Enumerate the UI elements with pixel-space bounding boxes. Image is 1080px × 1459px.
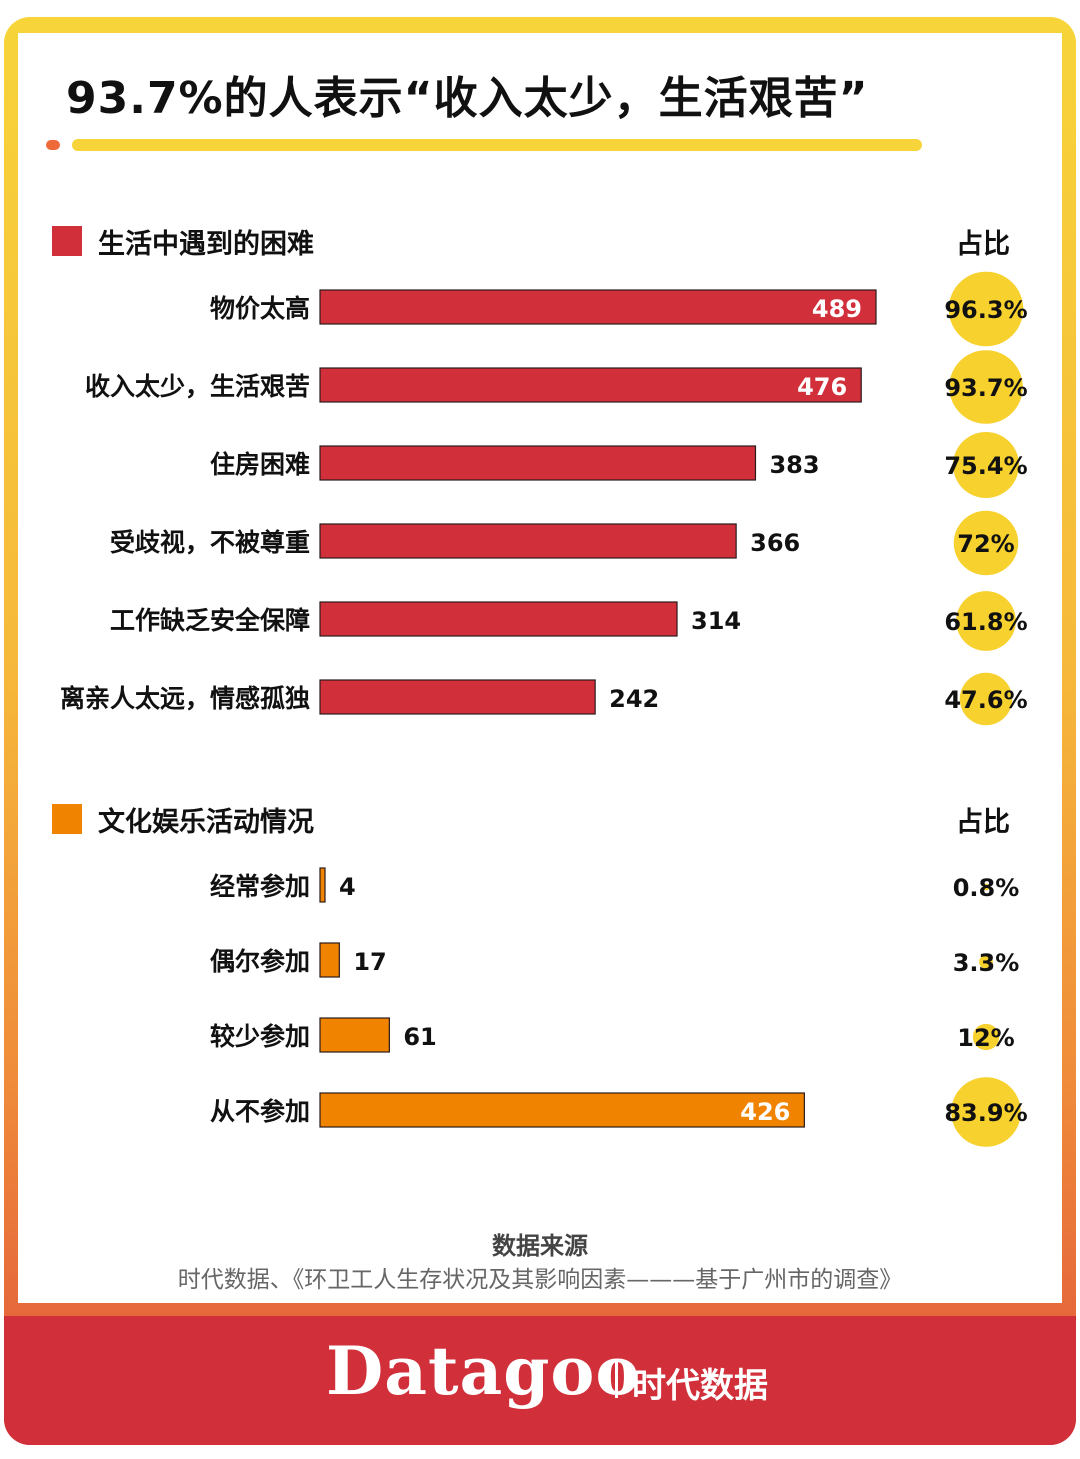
section-marker-entertainment [52,804,82,834]
value-label: 17 [353,948,386,976]
bar [319,867,326,903]
page-title: 93.7%的人表示“收入太少，生活艰苦” [66,73,869,124]
title-accent-dot [46,140,60,150]
title-underline [72,139,922,151]
bar [319,445,757,481]
ratio-label: 47.6% [944,686,1027,714]
ratio-label: 93.7% [944,374,1027,402]
value-label: 476 [797,373,847,401]
category-label: 物价太高 [210,294,310,323]
ratio-circle [959,672,1013,726]
ratio-header-difficulties: 占比 [956,229,1010,260]
bar-charts: 物价太高 489 96.3% 收入太少，生活艰苦 476 93.7% 住房困难 383 75.4… [60,271,1028,1147]
ratio-header-entertainment: 占比 [956,807,1010,838]
bar [319,289,877,325]
value-label: 61 [403,1023,436,1051]
category-label: 较少参加 [210,1022,310,1051]
bar [319,679,596,715]
category-label: 偶尔参加 [210,947,310,976]
ratio-label: 3.3% [953,949,1020,977]
value-label: 383 [769,451,819,479]
value-label: 242 [609,685,659,713]
source-text: 时代数据、《环卫工人生存状况及其影响因素———基于广州市的调查》 [177,1267,903,1293]
ratio-circle [972,1023,1000,1051]
ratio-label: 83.9% [944,1099,1027,1127]
category-label: 从不参加 [210,1097,310,1126]
section-marker-difficulties [52,226,82,256]
section-title-entertainment: 文化娱乐活动情况 [98,807,314,838]
value-label: 489 [812,295,862,323]
bar [319,1092,805,1128]
bar [319,942,340,978]
value-label: 314 [691,607,741,635]
brand-subtitle: 时代数据 [632,1366,768,1406]
category-label: 经常参加 [210,872,310,901]
category-label: 住房困难 [210,450,310,479]
ratio-label: 0.8% [953,874,1020,902]
ratio-circle [951,1077,1021,1147]
category-label: 离亲人太远，情感孤独 [60,684,310,713]
ratio-label: 61.8% [944,608,1027,636]
category-label: 工作缺乏安全保障 [110,606,310,635]
ratio-label: 72% [957,530,1014,558]
value-label: 4 [339,873,356,901]
content-card [18,33,1062,1303]
brand-separator [615,1362,618,1398]
bar [319,601,678,637]
ratio-label: 96.3% [944,296,1027,324]
bar [319,367,862,403]
ratio-label: 75.4% [944,452,1027,480]
ratio-circle [982,883,990,891]
brand-logo: Datagoo [326,1332,641,1410]
ratio-circle [948,271,1024,347]
ratio-label: 12% [957,1024,1014,1052]
ratio-circle [949,350,1023,424]
ratio-circle [953,432,1019,498]
footer-bar [4,1316,1076,1445]
ratio-circle [953,510,1019,576]
value-label: 366 [750,529,800,557]
bar [319,1017,390,1053]
value-label: 426 [740,1098,790,1126]
source-title: 数据来源 [492,1232,588,1260]
bar [319,523,737,559]
ratio-circle [979,955,993,969]
section-title-difficulties: 生活中遇到的困难 [98,229,314,260]
category-label: 受歧视，不被尊重 [110,528,310,557]
category-label: 收入太少，生活艰苦 [85,372,310,401]
ratio-circle [956,591,1016,651]
